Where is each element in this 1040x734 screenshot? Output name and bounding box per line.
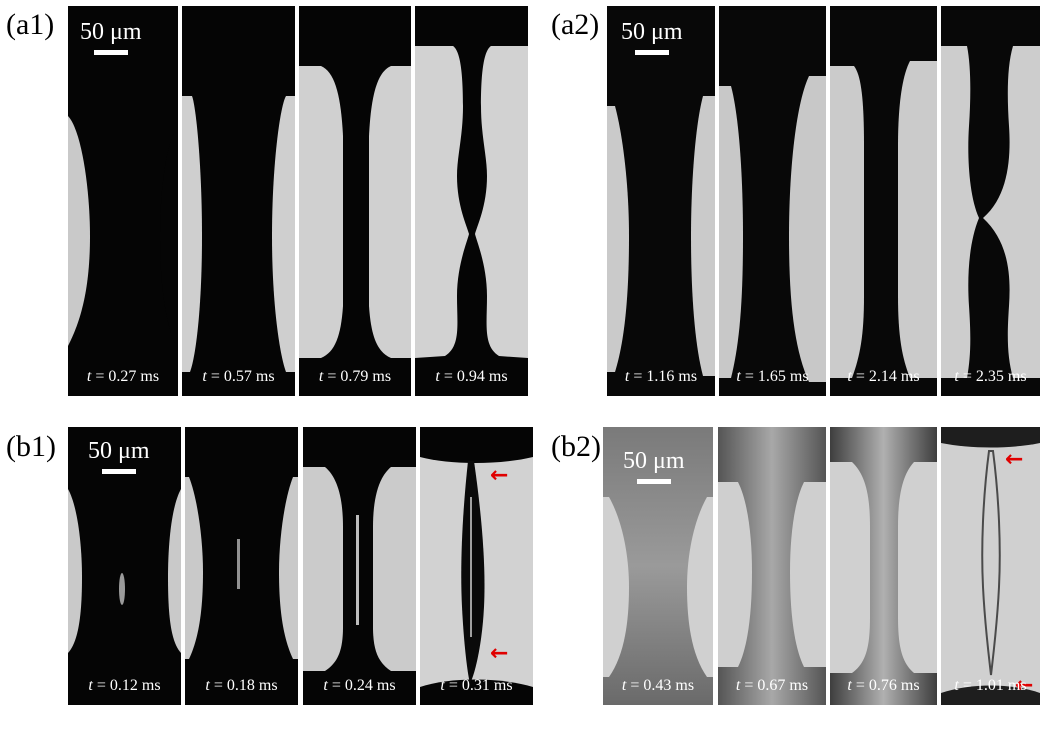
bridge-image [941, 6, 1040, 396]
scale-bar: 50 μm [80, 20, 142, 55]
time-label: t = 0.31 ms [440, 677, 513, 694]
time-label: t = 0.76 ms [847, 677, 920, 694]
bridge-image [420, 427, 533, 705]
time-label: t = 0.67 ms [735, 677, 809, 694]
scale-bar: 50 μm [623, 449, 685, 484]
frame-b1-3: t = 0.24 ms [303, 427, 416, 705]
arrow-lower: ← [1015, 673, 1034, 698]
time-label: t = 1.01 ms [954, 677, 1027, 694]
frame-a1-4: t = 0.94 ms [415, 6, 528, 396]
bridge-image [303, 427, 416, 705]
scale-bar-label: 50 μm [623, 448, 685, 474]
frame-a1-2: t = 0.57 ms [182, 6, 295, 396]
bridge-image [719, 6, 826, 396]
arrow-lower: ← [490, 641, 509, 666]
time-label: t = 1.16 ms [624, 368, 698, 385]
bridge-image [299, 6, 411, 396]
time-label: t = 0.27 ms [86, 368, 160, 385]
frame-b1-1: 50 μm t = 0.12 ms [68, 427, 181, 705]
bridge-image [185, 427, 298, 705]
scale-bar: 50 μm [621, 20, 683, 55]
frame-a2-4: t = 2.35 ms [941, 6, 1040, 396]
bridge-image [182, 6, 295, 396]
frame-a1-3: t = 0.79 ms [299, 6, 411, 396]
frame-b1-4: ← ← t = 0.31 ms [420, 427, 533, 705]
time-label: t = 0.57 ms [202, 368, 275, 385]
scale-bar-line [93, 50, 128, 55]
scale-bar: 50 μm [88, 439, 150, 474]
frame-a2-2: t = 1.65 ms [719, 6, 826, 396]
frame-b1-2: t = 0.18 ms [185, 427, 298, 705]
bridge-image [941, 427, 1040, 705]
time-label: t = 2.14 ms [847, 368, 920, 385]
frame-a1-1: 50 μm t = 0.27 ms [68, 6, 178, 396]
frame-a2-1: 50 μm t = 1.16 ms [607, 6, 715, 396]
time-label: t = 2.35 ms [954, 368, 1027, 385]
bridge-image [830, 427, 937, 705]
frame-b2-2: t = 0.67 ms [718, 427, 826, 705]
time-label: t = 0.79 ms [318, 368, 392, 385]
bridge-image [68, 6, 178, 396]
bridge-image [603, 427, 713, 705]
time-label: t = 0.24 ms [323, 677, 396, 694]
scale-bar-line [634, 50, 669, 55]
scale-bar-label: 50 μm [621, 19, 683, 45]
frame-a2-3: t = 2.14 ms [830, 6, 937, 396]
time-label: t = 0.94 ms [435, 368, 508, 385]
bridge-image [830, 6, 937, 396]
frame-b2-3: t = 0.76 ms [830, 427, 937, 705]
scale-bar-label: 50 μm [80, 19, 142, 45]
time-label: t = 0.12 ms [88, 677, 161, 694]
panel-label-b1: (b1) [6, 430, 56, 463]
arrow-upper: ← [490, 463, 509, 488]
bridge-image [415, 6, 528, 396]
time-label: t = 1.65 ms [736, 368, 809, 385]
panel-label-b2: (b2) [551, 430, 601, 463]
panel-label-a2: (a2) [551, 8, 600, 41]
scale-bar-line [101, 469, 136, 474]
frame-b2-4: ← ← t = 1.01 ms [941, 427, 1040, 705]
scale-bar-line [636, 479, 671, 484]
bridge-image [718, 427, 826, 705]
time-label: t = 0.43 ms [621, 677, 695, 694]
panel-label-a1: (a1) [6, 8, 55, 41]
time-label: t = 0.18 ms [205, 677, 278, 694]
arrow-upper: ← [1005, 447, 1024, 472]
bridge-image [607, 6, 715, 396]
scale-bar-label: 50 μm [88, 438, 150, 464]
frame-b2-1: 50 μm t = 0.43 ms [603, 427, 713, 705]
